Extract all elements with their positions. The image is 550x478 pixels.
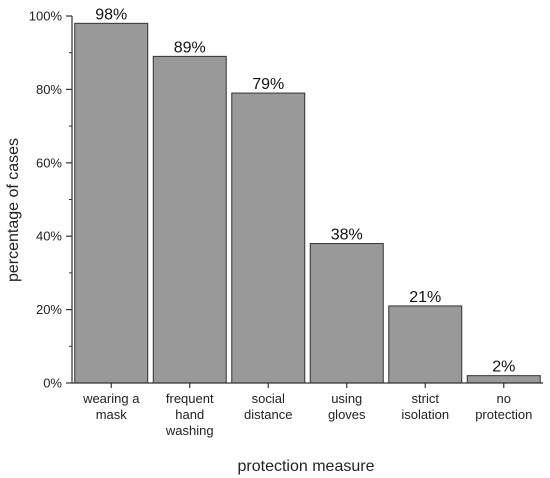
x-category-label-line: gloves [328, 407, 366, 422]
x-category-label-line: frequent [166, 391, 214, 406]
category-labels-group: wearing a mask frequent hand washing social di… [82, 391, 532, 438]
x-category-label: social distance [244, 391, 292, 422]
bar [466, 375, 541, 384]
x-category-label-line: distance [244, 407, 292, 422]
x-category-label: strict isolation [401, 391, 449, 422]
bar [231, 92, 306, 384]
x-category-label-line: using [331, 391, 362, 406]
y-tick-label: 100% [29, 9, 63, 24]
bar [152, 55, 227, 384]
y-tick-label: 80% [36, 82, 62, 97]
bar-value-label: 79% [252, 76, 284, 93]
x-ticks-group [110, 383, 505, 388]
bar-value-label: 89% [174, 39, 206, 56]
value-labels-group: 98% 89% 79% 38% 21% 2% [95, 6, 515, 375]
bar-value-label: 2% [492, 359, 515, 376]
x-category-label-line: washing [165, 423, 214, 438]
x-category-label: wearing a mask [82, 391, 140, 422]
x-category-label-line: mask [96, 407, 128, 422]
x-category-label-line: strict [412, 391, 440, 406]
y-tick-label: 60% [36, 155, 62, 170]
bar [309, 243, 384, 384]
x-axis-title: protection measure [238, 458, 375, 475]
x-category-label-line: wearing a [82, 391, 140, 406]
x-category-label: using gloves [328, 391, 366, 422]
y-tick-label: 20% [36, 302, 62, 317]
y-tick-label: 0% [43, 376, 62, 391]
x-category-label-line: protection [475, 407, 532, 422]
y-tick-label: 40% [36, 229, 62, 244]
bar [388, 305, 463, 384]
bars-group [74, 22, 541, 384]
bar-value-label: 21% [409, 289, 441, 306]
x-category-label-line: hand [175, 407, 204, 422]
y-ticks-group: 0% 20% 40% 60% 80% 100% [29, 9, 72, 391]
bar [74, 22, 149, 384]
bar-value-label: 38% [331, 227, 363, 244]
y-axis-title: percentage of cases [5, 138, 22, 282]
bar-value-label: 98% [95, 6, 127, 23]
x-category-label-line: no [497, 391, 511, 406]
x-category-label-line: isolation [401, 407, 449, 422]
x-category-label: no protection [475, 391, 532, 422]
x-category-label-line: social [252, 391, 285, 406]
x-category-label: frequent hand washing [165, 391, 214, 438]
